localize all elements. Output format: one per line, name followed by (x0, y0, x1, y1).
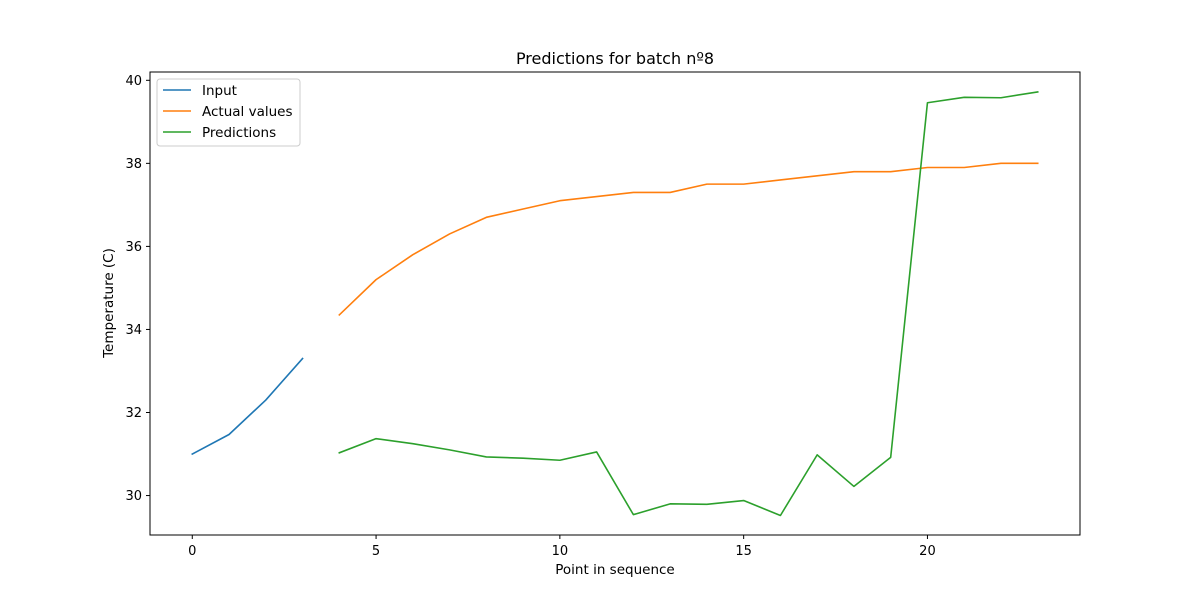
plot-frame (149, 71, 1081, 536)
y-tick-label: 40 (125, 74, 142, 89)
series-line-actual-values (338, 162, 1039, 317)
legend-entry-input: Input (202, 83, 237, 99)
legend-box (156, 78, 301, 147)
x-tick-label: 20 (919, 544, 936, 559)
y-tick-label: 38 (125, 157, 142, 172)
y-axis-ticks: 30 32 34 36 38 40 (125, 74, 150, 504)
x-tick-label: 10 (552, 544, 569, 559)
chart-title: Predictions for batch nº8 (516, 49, 714, 68)
y-tick-label: 30 (125, 489, 142, 504)
x-axis-label: Point in sequence (555, 562, 674, 578)
y-axis-label: Temperature (C) (101, 248, 117, 359)
x-tick-label: 15 (735, 544, 752, 559)
series-line-input (191, 357, 304, 456)
legend-entry-actual-values: Actual values (202, 104, 293, 120)
y-tick-label: 36 (125, 240, 142, 255)
x-tick-label: 0 (188, 544, 196, 559)
legend-entry-predictions: Predictions (202, 125, 276, 141)
x-tick-label: 5 (372, 544, 380, 559)
y-tick-label: 34 (125, 323, 142, 338)
series-line-predictions (338, 91, 1039, 517)
legend: Input Actual values Predictions (156, 78, 301, 147)
y-tick-label: 32 (125, 406, 142, 421)
x-axis-ticks: 0 5 10 15 20 (188, 535, 936, 559)
plot-area (191, 91, 1039, 517)
